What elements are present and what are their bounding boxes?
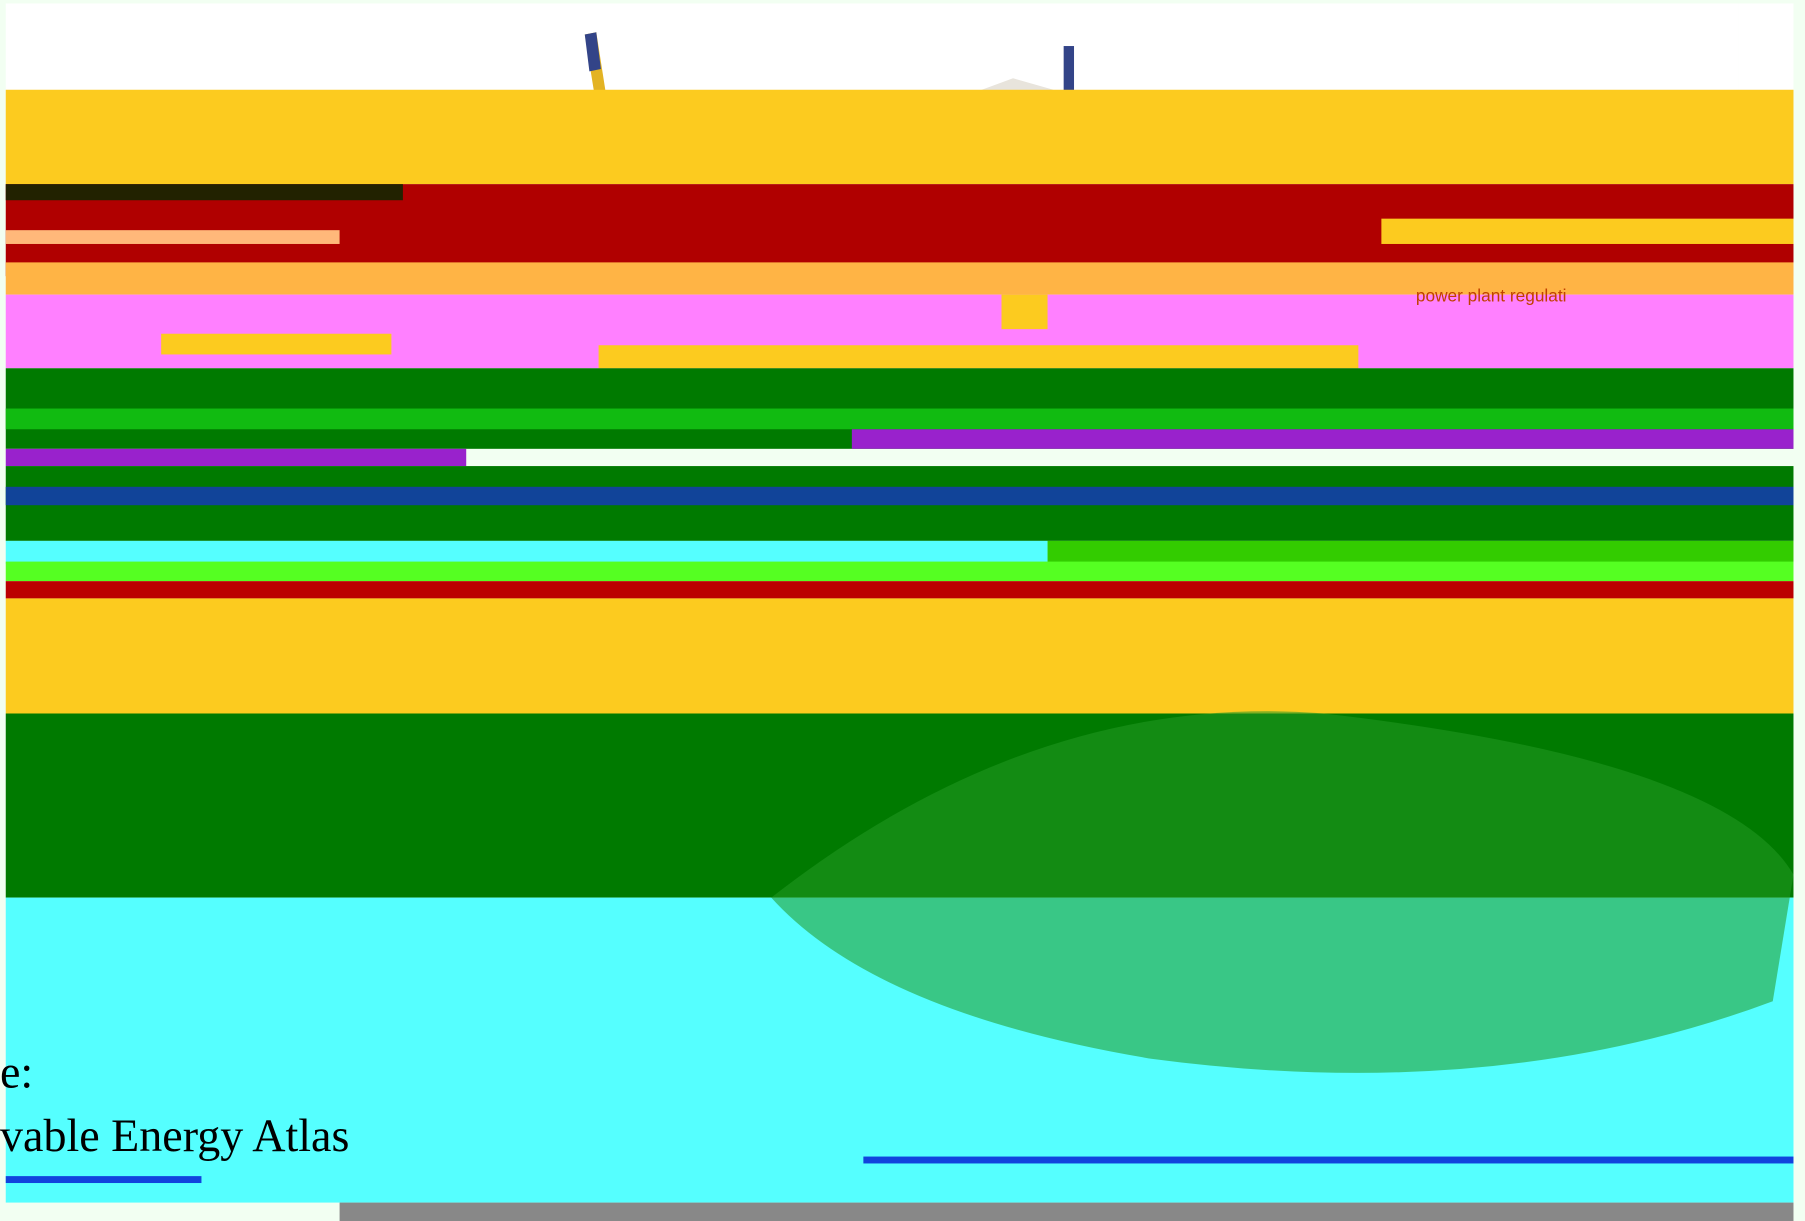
band-yellow — [5, 89, 1794, 185]
pole — [1063, 46, 1075, 110]
band-purple-left — [5, 448, 467, 467]
band-orange — [5, 262, 1794, 295]
pole-top — [584, 32, 601, 72]
patch — [598, 345, 1359, 369]
band-red-thin — [5, 581, 1794, 599]
patch — [1001, 294, 1048, 330]
source-underline — [5, 1176, 202, 1184]
band-cyan — [5, 540, 1048, 564]
band-green-light — [5, 408, 1794, 430]
right-edge — [1793, 0, 1805, 1221]
band-purple — [851, 429, 1794, 449]
band-green-right — [1047, 540, 1794, 564]
band-dark — [5, 184, 403, 201]
band-blue — [5, 486, 1794, 506]
band-blue-line — [863, 1156, 1794, 1164]
noise-region — [771, 711, 1794, 1073]
band-yellow-2 — [5, 598, 1794, 714]
patch — [161, 333, 392, 355]
band-peach — [5, 230, 340, 244]
band-patch — [1381, 218, 1794, 244]
band-lime — [5, 561, 1794, 582]
overlay-label: power plant regulati — [1416, 286, 1567, 306]
source-name: vable Energy Atlas — [0, 1110, 349, 1161]
source-prefix: e: — [0, 1047, 33, 1098]
scrollbar — [339, 1202, 1794, 1221]
